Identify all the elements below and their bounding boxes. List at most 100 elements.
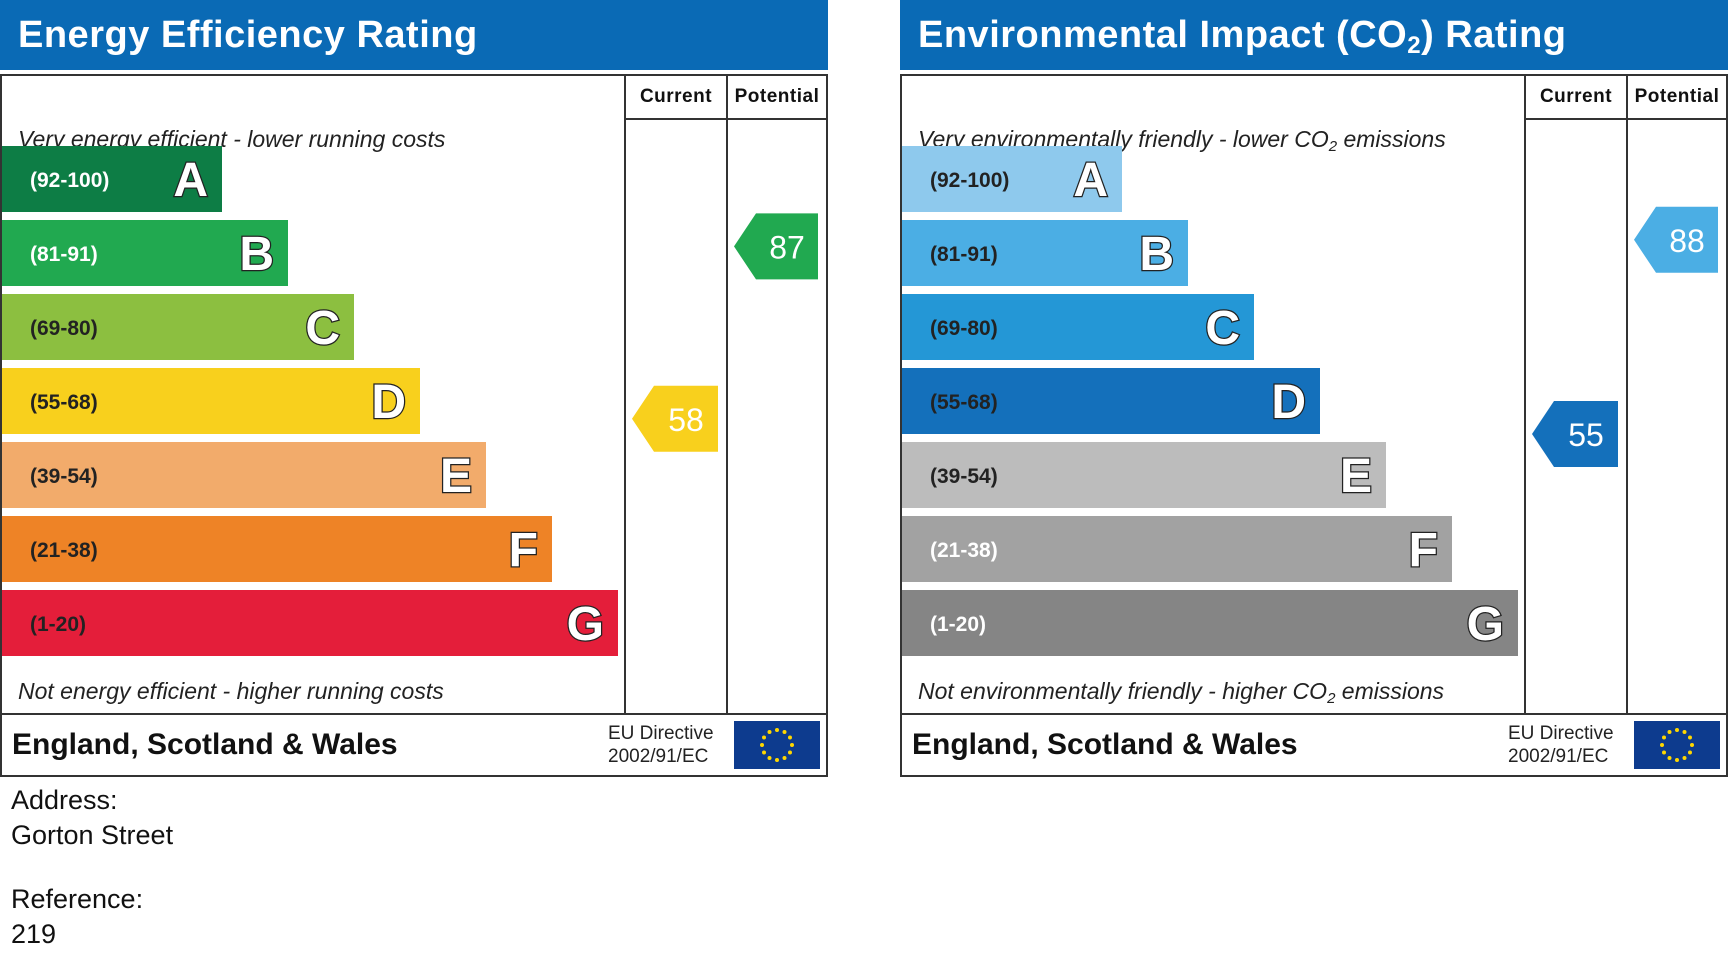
- top-note-subscript: 2: [1328, 138, 1338, 155]
- top-note-suffix: emissions: [1337, 126, 1446, 152]
- band-range-label: (69-80): [30, 317, 98, 340]
- eu-star-icon: [1682, 755, 1687, 760]
- band-range-label: (92-100): [30, 169, 109, 192]
- title-prefix: Environmental Impact (CO: [918, 14, 1408, 56]
- rating-bands-svg: (92-100) A (81-91) B (69-80) C (55-68) D (39-54)…: [2, 146, 818, 656]
- eu-star-icon: [782, 755, 787, 760]
- eu-star-icon: [782, 730, 787, 735]
- environmental-impact-chart: Environmental Impact (CO2) Rating Curren…: [900, 0, 1728, 777]
- eu-flag-icon: [1634, 721, 1720, 769]
- eu-star-icon: [790, 743, 794, 747]
- band-range-label: (92-100): [930, 169, 1009, 192]
- band-range-label: (39-54): [30, 465, 98, 488]
- band-letter-label: E: [1340, 450, 1372, 503]
- directive-line-1: EU Directive: [1508, 723, 1614, 744]
- current-rating-arrow: [632, 385, 718, 452]
- band-letter-label: C: [305, 302, 340, 355]
- potential-rating-value: 87: [769, 229, 805, 265]
- eu-star-icon: [787, 735, 792, 740]
- band-letter-label: B: [1139, 228, 1174, 281]
- eu-directive-label: EU Directive 2002/91/EC: [608, 722, 714, 768]
- energy-bands: (92-100) A (81-91) B (69-80) C (55-68) D (39-54)…: [2, 76, 830, 779]
- bottom-note: Not environmentally friendly - higher CO…: [918, 678, 1445, 707]
- current-rating-value: 55: [1568, 417, 1604, 453]
- current-rating-arrow: [1532, 401, 1618, 467]
- band-range-label: (1-20): [30, 613, 86, 636]
- current-column-header: Current: [639, 86, 713, 107]
- band-range-label: (39-54): [930, 465, 998, 488]
- band-range-label: (81-91): [930, 243, 998, 266]
- potential-column-divider: [1626, 76, 1628, 713]
- band-letter-label: G: [567, 598, 604, 651]
- directive-line-2: 2002/91/EC: [608, 746, 709, 767]
- footer-divider: [902, 713, 1726, 715]
- address-value: Gorton Street: [11, 820, 174, 850]
- eu-star-icon: [787, 750, 792, 755]
- potential-rating-value: 88: [1669, 223, 1705, 259]
- band-letter-label: D: [1271, 376, 1306, 429]
- eu-star-icon: [762, 735, 767, 740]
- potential-rating-arrow: [734, 213, 818, 280]
- directive-line-2: 2002/91/EC: [1508, 746, 1609, 767]
- energy-efficiency-title: Energy Efficiency Rating: [0, 0, 828, 70]
- reference-label: Reference:: [11, 884, 144, 914]
- bottom-note-suffix: emissions: [1335, 678, 1445, 704]
- eu-star-icon: [767, 730, 772, 735]
- band-range-label: (1-20): [930, 613, 986, 636]
- column-header-divider: [1524, 118, 1726, 120]
- band-bar-a: [2, 146, 222, 212]
- eu-star-icon: [1687, 735, 1692, 740]
- current-column-header: Current: [1539, 86, 1613, 107]
- band-letter-label: C: [1205, 302, 1240, 355]
- current-column-divider: [624, 76, 626, 713]
- band-letter-label: G: [1467, 598, 1504, 651]
- band-letter-label: A: [173, 154, 208, 207]
- band-bar-c: [902, 294, 1254, 360]
- eu-star-icon: [775, 758, 779, 762]
- potential-column-divider: [726, 76, 728, 713]
- column-header-divider: [624, 118, 826, 120]
- band-range-label: (55-68): [930, 391, 998, 414]
- band-bar-e: [902, 442, 1386, 508]
- title-subscript: 2: [1407, 32, 1422, 59]
- rating-bands-svg: (92-100) A (81-91) B (69-80) C (55-68) D (39-54)…: [902, 146, 1718, 656]
- top-note: Very environmentally friendly - lower CO…: [918, 126, 1446, 155]
- bottom-note-subscript: 2: [1327, 690, 1336, 707]
- band-bar-g: [2, 590, 618, 656]
- eu-star-icon: [1667, 730, 1672, 735]
- eu-directive-label: EU Directive 2002/91/EC: [1508, 722, 1614, 768]
- reference-value: 219: [11, 919, 57, 949]
- eu-flag-icon: [734, 721, 820, 769]
- co2-bands: (92-100) A (81-91) B (69-80) C (55-68) D (39-54)…: [902, 76, 1728, 779]
- band-bar-g: [902, 590, 1518, 656]
- band-bar-f: [2, 516, 552, 582]
- band-letter-label: A: [1073, 154, 1108, 207]
- region-label: England, Scotland & Wales: [12, 728, 398, 761]
- energy-efficiency-frame: Current Potential Very energy efficient …: [0, 74, 828, 777]
- footer-divider: [2, 713, 826, 715]
- eu-star-icon: [1662, 750, 1667, 755]
- band-range-label: (55-68): [30, 391, 98, 414]
- environmental-impact-title: Environmental Impact (CO2) Rating: [900, 0, 1728, 70]
- band-letter-label: B: [239, 228, 274, 281]
- eu-star-icon: [1660, 743, 1664, 747]
- bottom-note-prefix: Not environmentally friendly - higher CO: [918, 678, 1328, 704]
- eu-star-icon: [760, 743, 764, 747]
- energy-efficiency-chart: Energy Efficiency Rating Current Potenti…: [0, 0, 828, 777]
- band-bar-b: [2, 220, 288, 286]
- title-suffix: ) Rating: [1421, 14, 1567, 56]
- current-rating-value: 58: [668, 402, 704, 438]
- eu-star-icon: [767, 755, 772, 760]
- eu-star-icon: [1682, 730, 1687, 735]
- potential-column-header: Potential: [1634, 86, 1720, 107]
- band-range-label: (21-38): [30, 539, 98, 562]
- eu-star-icon: [1662, 735, 1667, 740]
- band-bar-d: [902, 368, 1320, 434]
- band-range-label: (81-91): [30, 243, 98, 266]
- bottom-note: Not energy efficient - higher running co…: [18, 678, 444, 704]
- band-letter-label: E: [440, 450, 472, 503]
- eu-star-icon: [1687, 750, 1692, 755]
- eu-star-icon: [762, 750, 767, 755]
- band-letter-label: D: [371, 376, 406, 429]
- band-bar-c: [2, 294, 354, 360]
